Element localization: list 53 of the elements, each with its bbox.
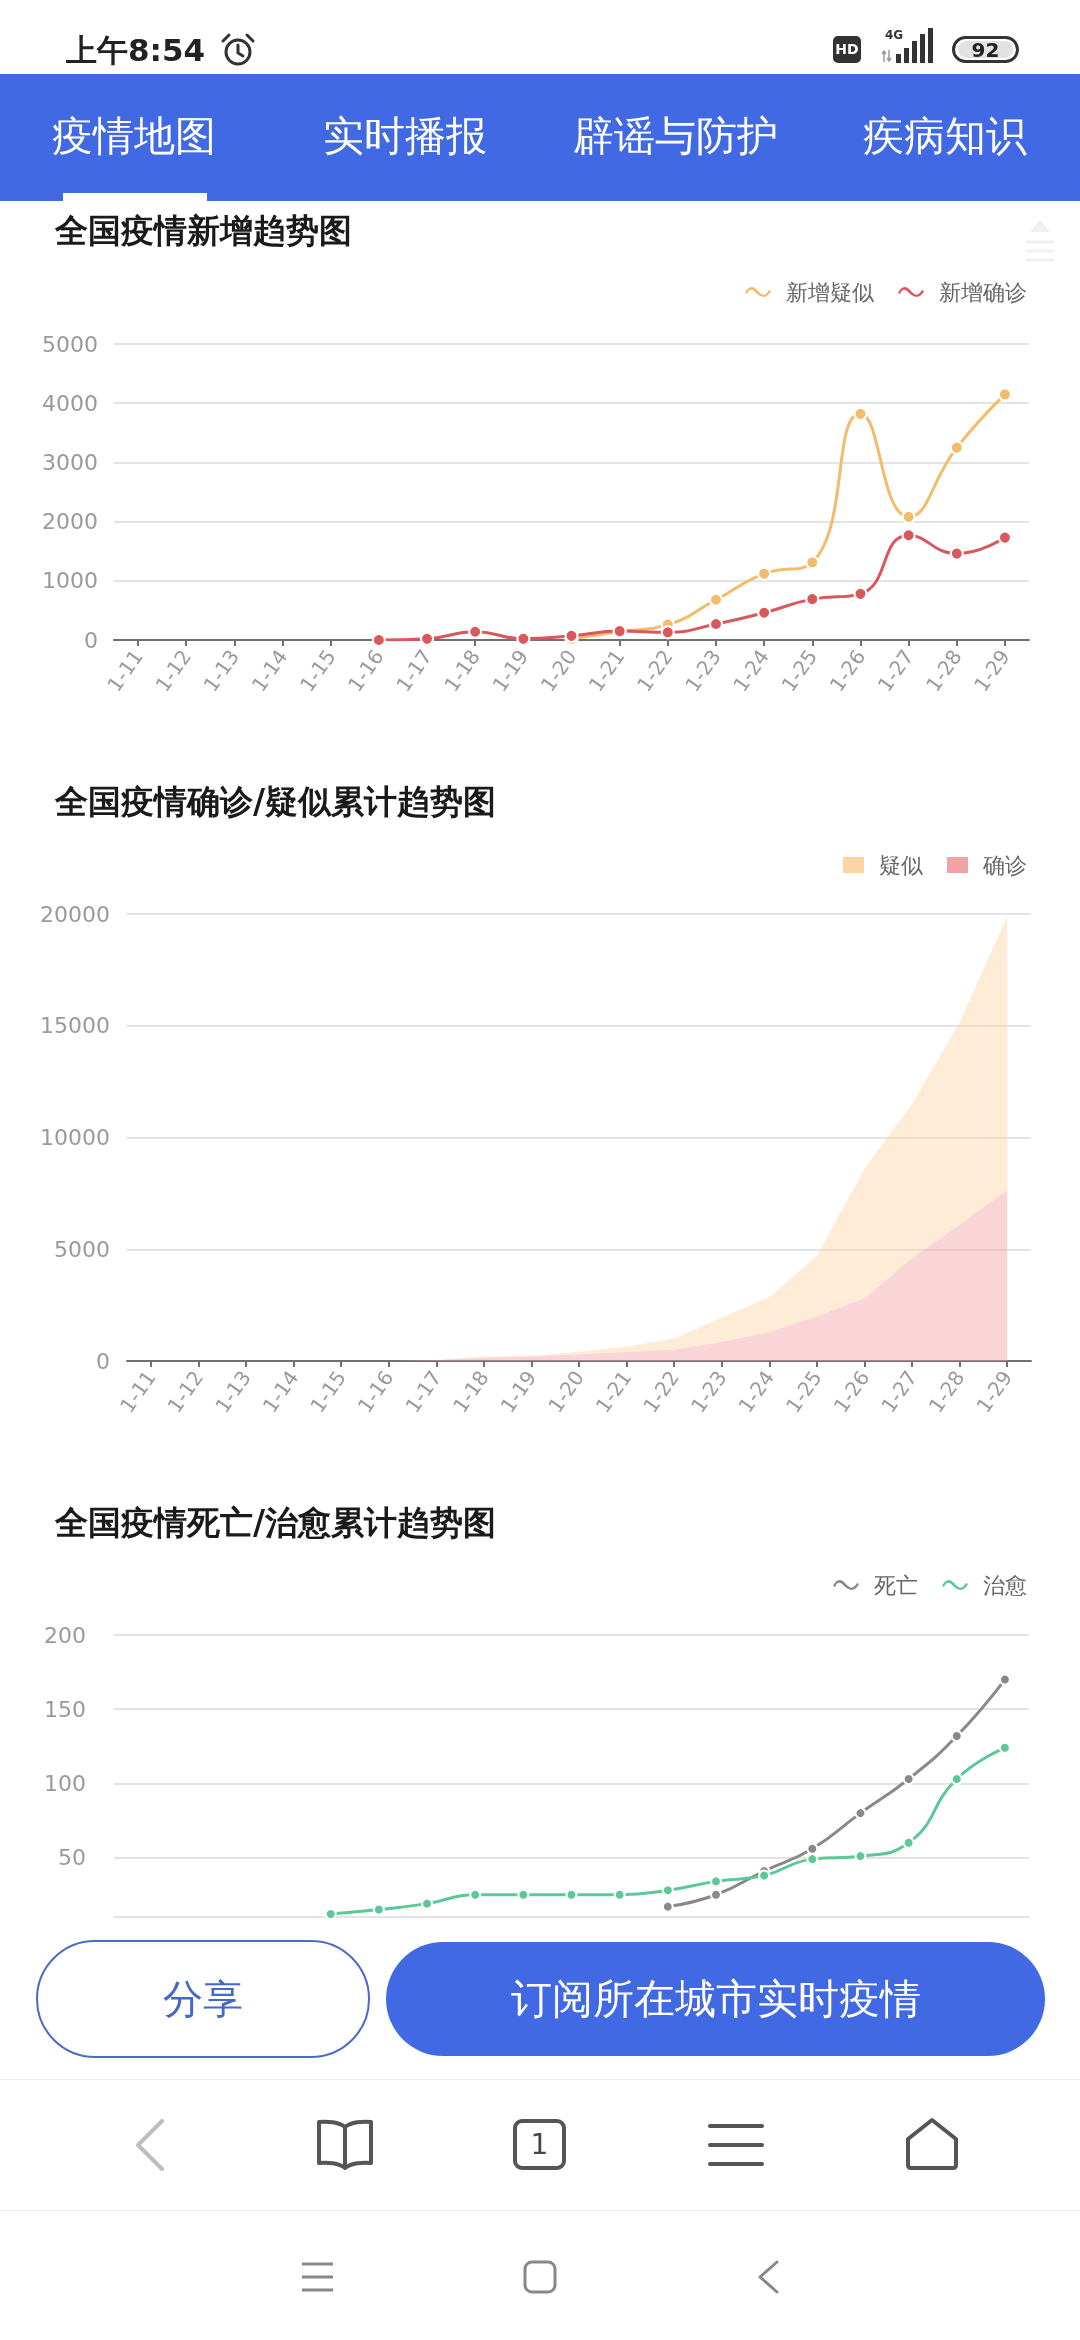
point xyxy=(708,592,723,607)
y-tick-label: 4000 xyxy=(42,390,98,416)
y-tick-label: 200 xyxy=(44,1622,86,1648)
point xyxy=(853,586,868,601)
text: 上午8:54 xyxy=(66,31,206,69)
point xyxy=(853,406,868,421)
y-tick-label: 10000 xyxy=(40,1125,110,1150)
legend-label: 治愈 xyxy=(983,1572,1027,1598)
point xyxy=(371,633,386,647)
point xyxy=(997,530,1012,545)
point xyxy=(660,625,675,640)
point xyxy=(757,566,772,581)
legend-label: 新增确诊 xyxy=(939,279,1027,305)
y-tick-label: 20000 xyxy=(40,901,110,927)
y-tick-label: 1000 xyxy=(42,568,98,594)
text: 辟谣与防护 xyxy=(572,112,778,160)
chart-title: 全国疫情死亡/治愈累计趋势图 xyxy=(54,1503,497,1542)
point xyxy=(949,546,964,561)
hd-badge-icon: HD xyxy=(833,36,861,63)
point xyxy=(997,387,1012,402)
point xyxy=(420,631,435,646)
legend-label: 疑似 xyxy=(879,852,923,878)
battery-icon: 92 xyxy=(952,36,1019,63)
y-tick-label: 50 xyxy=(58,1845,86,1871)
y-tick-label: 150 xyxy=(44,1696,86,1722)
legend-label: 死亡 xyxy=(874,1572,918,1598)
point xyxy=(805,555,820,570)
chart-title: 全国疫情新增趋势图 xyxy=(54,211,352,250)
point xyxy=(901,509,916,524)
text: 疫情地图 xyxy=(52,112,216,160)
share-button: 分享 xyxy=(36,1940,370,2058)
point xyxy=(949,440,964,455)
y-tick-label: 5000 xyxy=(54,1236,110,1262)
point xyxy=(950,1729,963,1742)
subscribe-button: 订阅所在城市实时疫情 xyxy=(386,1942,1045,2056)
y-tick-label: 3000 xyxy=(42,449,98,475)
point xyxy=(901,528,916,543)
y-tick-label: 15000 xyxy=(40,1013,110,1039)
text: 实时播报 xyxy=(323,112,487,160)
legend-label: 新增疑似 xyxy=(786,279,874,305)
y-tick-label: 2000 xyxy=(42,509,98,535)
y-tick-label: 0 xyxy=(84,627,98,653)
y-tick-label: 0 xyxy=(96,1348,110,1374)
y-tick-label: 5000 xyxy=(42,331,98,357)
chart-title: 全国疫情确诊/疑似累计趋势图 xyxy=(54,782,497,821)
point xyxy=(805,592,820,607)
point xyxy=(757,605,772,620)
point xyxy=(468,624,483,639)
text: 疾病知识 xyxy=(863,112,1027,160)
y-tick-label: 100 xyxy=(44,1770,86,1796)
legend-label: 确诊 xyxy=(982,852,1027,878)
tabs-icon: 1 xyxy=(513,2119,566,2170)
point xyxy=(516,631,531,646)
